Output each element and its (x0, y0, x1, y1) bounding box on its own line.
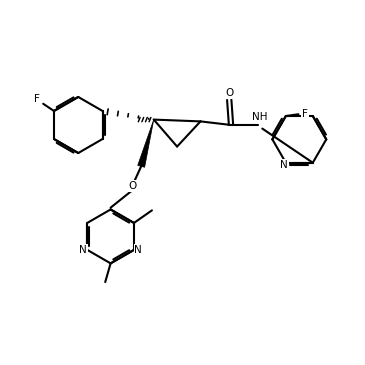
Text: O: O (128, 181, 136, 191)
Text: O: O (226, 88, 234, 98)
Polygon shape (138, 120, 154, 167)
Text: F: F (302, 109, 308, 119)
Text: F: F (34, 95, 40, 104)
Text: N: N (134, 245, 142, 255)
Text: N: N (79, 245, 87, 255)
Text: NH: NH (252, 112, 268, 122)
Text: N: N (280, 160, 288, 169)
